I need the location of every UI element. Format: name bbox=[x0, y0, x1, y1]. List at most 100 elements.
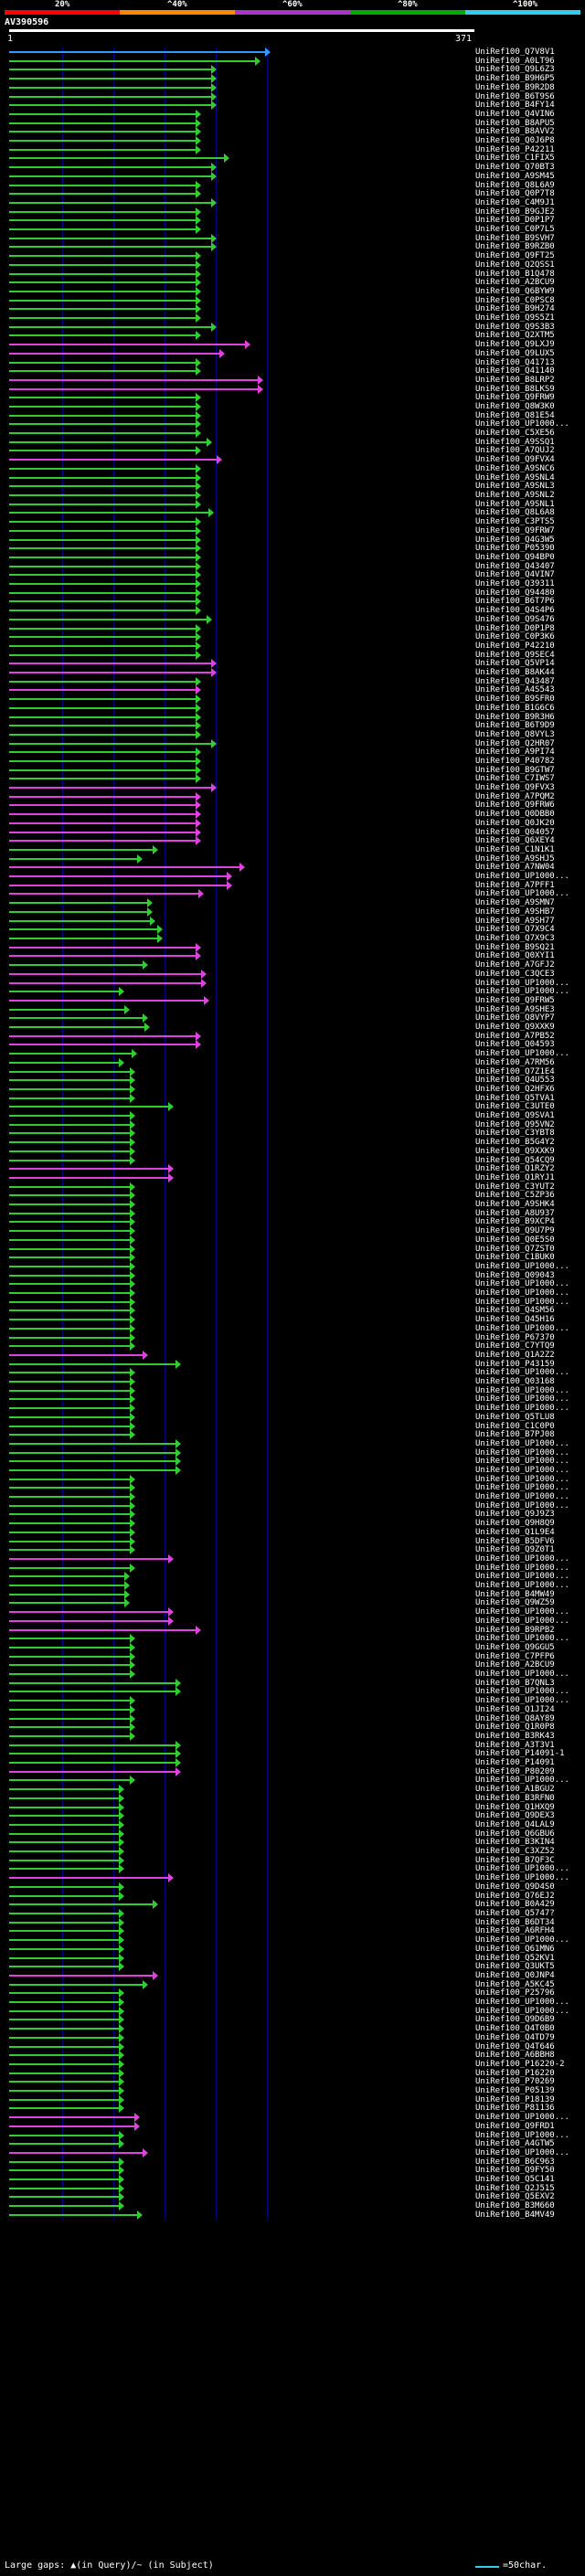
alignment-row[interactable]: UniRef100_Q70BT3 bbox=[0, 163, 585, 172]
alignment-row[interactable]: UniRef100_A9SNL3 bbox=[0, 482, 585, 491]
alignment-row[interactable]: UniRef100_P25796 bbox=[0, 1988, 585, 1998]
alignment-row[interactable]: UniRef100_Q6GBU6 bbox=[0, 1829, 585, 1839]
hit-label[interactable]: UniRef100_UP1000... bbox=[475, 1687, 569, 1696]
alignment-row[interactable]: UniRef100_B9RZB0 bbox=[0, 242, 585, 251]
hit-label[interactable]: UniRef100_Q9FRD1 bbox=[475, 2122, 555, 2131]
alignment-row[interactable]: UniRef100_B3KIN4 bbox=[0, 1838, 585, 1847]
alignment-row[interactable]: UniRef100_Q9FRW5 bbox=[0, 996, 585, 1005]
hit-label[interactable]: UniRef100_Q1R0P8 bbox=[475, 1723, 555, 1732]
alignment-row[interactable]: UniRef100_D0P1P7 bbox=[0, 216, 585, 225]
alignment-row[interactable]: UniRef100_A9SMN7 bbox=[0, 898, 585, 907]
hit-label[interactable]: UniRef100_A4GTW5 bbox=[475, 2139, 555, 2148]
alignment-row[interactable]: UniRef100_C7IWS7 bbox=[0, 774, 585, 783]
alignment-row[interactable]: UniRef100_D0P1P8 bbox=[0, 624, 585, 633]
hit-label[interactable]: UniRef100_UP1000... bbox=[475, 2131, 569, 2140]
hit-label[interactable]: UniRef100_Q39311 bbox=[475, 579, 555, 588]
alignment-row[interactable]: UniRef100_P42211 bbox=[0, 145, 585, 154]
alignment-row[interactable]: UniRef100_Q2HR07 bbox=[0, 739, 585, 748]
alignment-row[interactable]: UniRef100_Q0JK20 bbox=[0, 819, 585, 828]
hit-label[interactable]: UniRef100_Q5VP14 bbox=[475, 659, 555, 668]
alignment-row[interactable]: UniRef100_Q8L6A8 bbox=[0, 508, 585, 517]
hit-label[interactable]: UniRef100_Q2XTM5 bbox=[475, 331, 555, 340]
alignment-row[interactable]: UniRef100_C4M9J1 bbox=[0, 198, 585, 207]
alignment-row[interactable]: UniRef100_P05139 bbox=[0, 2086, 585, 2095]
alignment-row[interactable]: UniRef100_B4MW49 bbox=[0, 1590, 585, 1599]
alignment-row[interactable]: UniRef100_A7NW04 bbox=[0, 863, 585, 872]
alignment-row[interactable]: UniRef100_Q4G3W5 bbox=[0, 535, 585, 545]
alignment-row[interactable]: UniRef100_A7RM56 bbox=[0, 1058, 585, 1067]
alignment-row[interactable]: UniRef100_Q9SVA1 bbox=[0, 1111, 585, 1120]
hit-label[interactable]: UniRef100_Q5EXV2 bbox=[475, 2192, 555, 2201]
hit-label[interactable]: UniRef100_Q76EJ2 bbox=[475, 1892, 555, 1901]
alignment-row[interactable]: UniRef100_UP1000... bbox=[0, 1483, 585, 1492]
hit-label[interactable]: UniRef100_C5ZP36 bbox=[475, 1191, 555, 1200]
alignment-row[interactable]: UniRef100_UP1000... bbox=[0, 1324, 585, 1333]
hit-label[interactable]: UniRef100_Q94480 bbox=[475, 588, 555, 598]
alignment-row[interactable]: UniRef100_UP1000... bbox=[0, 1439, 585, 1448]
alignment-row[interactable]: UniRef100_UP1000... bbox=[0, 1288, 585, 1298]
hit-label[interactable]: UniRef100_C7IWS7 bbox=[475, 774, 555, 783]
alignment-row[interactable]: UniRef100_P70269 bbox=[0, 2077, 585, 2086]
hit-label[interactable]: UniRef100_B4MV49 bbox=[475, 2210, 555, 2220]
alignment-row[interactable]: UniRef100_Q9XXK9 bbox=[0, 1147, 585, 1156]
alignment-row[interactable]: UniRef100_A9SHB7 bbox=[0, 907, 585, 917]
alignment-row[interactable]: UniRef100_UP1000... bbox=[0, 1617, 585, 1626]
alignment-row[interactable]: UniRef100_A9SNC6 bbox=[0, 464, 585, 473]
alignment-row[interactable]: UniRef100_Q94480 bbox=[0, 588, 585, 598]
hit-label[interactable]: UniRef100_B3M660 bbox=[475, 2201, 555, 2210]
hit-label[interactable]: UniRef100_Q0DBB0 bbox=[475, 810, 555, 819]
alignment-row[interactable]: UniRef100_B6T7P6 bbox=[0, 597, 585, 606]
alignment-row[interactable]: UniRef100_Q8VYL3 bbox=[0, 730, 585, 739]
alignment-row[interactable]: UniRef100_Q4T646 bbox=[0, 2042, 585, 2051]
alignment-row[interactable]: UniRef100_B3M660 bbox=[0, 2201, 585, 2210]
hit-label[interactable]: UniRef100_A7PFF1 bbox=[475, 881, 555, 890]
alignment-row[interactable]: UniRef100_Q0J6P8 bbox=[0, 136, 585, 145]
hit-label[interactable]: UniRef100_UP1000... bbox=[475, 2007, 569, 2016]
alignment-row[interactable]: UniRef100_B0A429 bbox=[0, 1900, 585, 1909]
alignment-row[interactable]: UniRef100_Q9J9Z3 bbox=[0, 1510, 585, 1519]
hit-label[interactable]: UniRef100_C3YBT8 bbox=[475, 1129, 555, 1138]
alignment-row[interactable]: UniRef100_A1BGU2 bbox=[0, 1785, 585, 1794]
alignment-row[interactable]: UniRef100_Q54CQ9 bbox=[0, 1156, 585, 1165]
alignment-row[interactable]: UniRef100_Q9FY50 bbox=[0, 2166, 585, 2175]
alignment-row[interactable]: UniRef100_Q9FVX4 bbox=[0, 455, 585, 464]
alignment-row[interactable]: UniRef100_Q2J515 bbox=[0, 2184, 585, 2193]
hit-label[interactable]: UniRef100_A6BBH8 bbox=[475, 2051, 555, 2060]
alignment-row[interactable]: UniRef100_A5KC45 bbox=[0, 1980, 585, 1989]
hit-label[interactable]: UniRef100_Q9S3B3 bbox=[475, 323, 555, 332]
alignment-row[interactable]: UniRef100_Q52KV1 bbox=[0, 1954, 585, 1963]
alignment-row[interactable]: UniRef100_A9PI74 bbox=[0, 747, 585, 757]
alignment-row[interactable]: UniRef100_P05390 bbox=[0, 544, 585, 553]
alignment-row[interactable]: UniRef100_P67370 bbox=[0, 1333, 585, 1342]
hit-label[interactable]: UniRef100_C4M9J1 bbox=[475, 198, 555, 207]
hit-label[interactable]: UniRef100_C1FIX5 bbox=[475, 154, 555, 163]
hit-label[interactable]: UniRef100_C3QCE3 bbox=[475, 970, 555, 979]
alignment-row[interactable]: UniRef100_B9RPB2 bbox=[0, 1626, 585, 1635]
hit-label[interactable]: UniRef100_A7NW04 bbox=[475, 863, 555, 872]
alignment-row[interactable]: UniRef100_UP1000... bbox=[0, 872, 585, 881]
hit-label[interactable]: UniRef100_Q8L6A8 bbox=[475, 508, 555, 517]
hit-label[interactable]: UniRef100_P05390 bbox=[475, 544, 555, 553]
hit-label[interactable]: UniRef100_B9R3H6 bbox=[475, 713, 555, 722]
alignment-row[interactable]: UniRef100_C3UTE0 bbox=[0, 1102, 585, 1111]
hit-label[interactable]: UniRef100_Q9LXJ9 bbox=[475, 340, 555, 349]
hit-label[interactable]: UniRef100_A3T3V1 bbox=[475, 1741, 555, 1750]
hit-label[interactable]: UniRef100_C5XE56 bbox=[475, 429, 555, 438]
hit-label[interactable]: UniRef100_A9SSQ1 bbox=[475, 438, 555, 447]
alignment-row[interactable]: UniRef100_A7PFF1 bbox=[0, 881, 585, 890]
alignment-row[interactable]: UniRef100_Q6BYW9 bbox=[0, 287, 585, 296]
alignment-row[interactable]: UniRef100_B8AVV2 bbox=[0, 127, 585, 136]
hit-label[interactable]: UniRef100_Q04057 bbox=[475, 828, 555, 837]
alignment-row[interactable]: UniRef100_A9SNL1 bbox=[0, 500, 585, 509]
alignment-row[interactable]: UniRef100_A3T3V1 bbox=[0, 1741, 585, 1750]
alignment-row[interactable]: UniRef100_Q41713 bbox=[0, 358, 585, 367]
hit-label[interactable]: UniRef100_P42210 bbox=[475, 641, 555, 651]
alignment-row[interactable]: UniRef100_Q45H16 bbox=[0, 1315, 585, 1324]
alignment-row[interactable]: UniRef100_B6T9S6 bbox=[0, 92, 585, 101]
alignment-row[interactable]: UniRef100_Q9H8Q9 bbox=[0, 1519, 585, 1528]
hit-label[interactable]: UniRef100_Q95VN2 bbox=[475, 1120, 555, 1129]
alignment-row[interactable]: UniRef100_Q9D4S0 bbox=[0, 1882, 585, 1892]
alignment-row[interactable]: UniRef100_UP1000... bbox=[0, 889, 585, 898]
hit-label[interactable]: UniRef100_Q7ZST0 bbox=[475, 1245, 555, 1254]
alignment-row[interactable]: UniRef100_Q94BP0 bbox=[0, 553, 585, 562]
